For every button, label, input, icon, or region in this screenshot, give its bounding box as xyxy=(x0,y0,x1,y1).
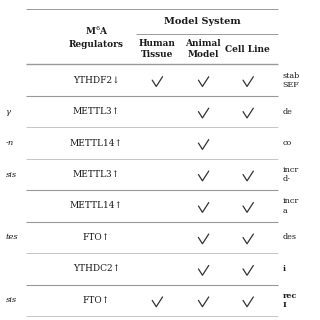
Text: co: co xyxy=(283,139,292,147)
Text: γ: γ xyxy=(5,108,11,116)
Text: Cell Line: Cell Line xyxy=(225,45,270,54)
Text: YTHDC2↑: YTHDC2↑ xyxy=(73,264,120,273)
Text: YTHDF2↓: YTHDF2↓ xyxy=(73,76,120,85)
Text: sis: sis xyxy=(5,296,17,304)
Text: stab
SEF: stab SEF xyxy=(283,72,300,89)
Text: FTO↑: FTO↑ xyxy=(83,296,110,305)
Text: i: i xyxy=(283,265,286,273)
Text: Model System: Model System xyxy=(164,17,241,26)
Text: METTL3↑: METTL3↑ xyxy=(73,170,120,179)
Text: incr
d-: incr d- xyxy=(283,166,299,183)
Text: des: des xyxy=(283,234,297,242)
Text: de: de xyxy=(283,108,292,116)
Text: -n: -n xyxy=(5,139,14,147)
Text: METTL14↑: METTL14↑ xyxy=(70,139,123,148)
Text: Animal
Model: Animal Model xyxy=(185,39,221,59)
FancyBboxPatch shape xyxy=(300,1,320,319)
Text: Human
Tissue: Human Tissue xyxy=(138,39,175,59)
Text: METTL3↑: METTL3↑ xyxy=(73,107,120,116)
Text: tes: tes xyxy=(5,234,18,242)
Text: M$^6$A
Regulators: M$^6$A Regulators xyxy=(69,24,124,49)
Text: METTL14↑: METTL14↑ xyxy=(70,202,123,211)
Text: FTO↑: FTO↑ xyxy=(83,233,110,242)
Text: incr
a: incr a xyxy=(283,197,299,215)
Text: sis: sis xyxy=(5,171,17,179)
Text: rec
I: rec I xyxy=(283,292,297,309)
